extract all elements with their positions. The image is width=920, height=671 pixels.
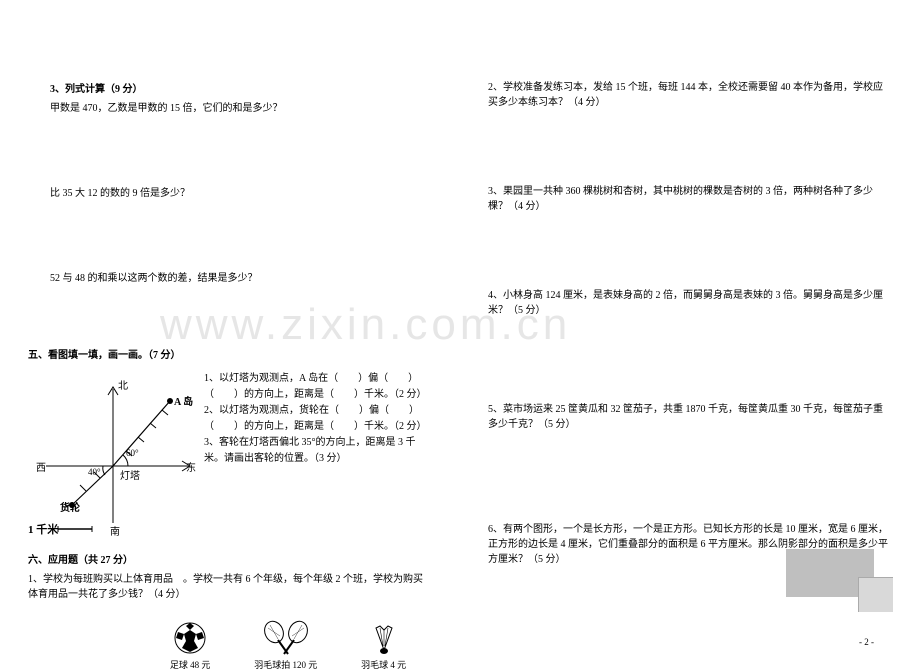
small-rect (858, 577, 893, 612)
label-north: 北 (118, 377, 128, 392)
label-south: 南 (110, 523, 120, 538)
s3-q2: 比 35 大 12 的数的 9 倍是多少？ (50, 186, 432, 201)
left-column: 3、列式计算（9 分） 甲数是 470，乙数是甲数的 15 倍，它们的和是多少？… (0, 0, 460, 651)
s6-q1: 1、学校为每班购买以上体育用品 。学校一共有 6 个年级，每个年级 2 个班，学… (28, 572, 432, 602)
s3-q1: 甲数是 470，乙数是甲数的 15 倍，它们的和是多少？ (50, 101, 432, 116)
s3-q3: 52 与 48 的和乘以这两个数的差，结果是多少？ (50, 271, 432, 286)
racket-label: 羽毛球拍 120 元 (254, 658, 317, 671)
label-cargo: 货轮 (60, 499, 80, 514)
label-a-island: A 岛 (174, 393, 193, 408)
page-container: 3、列式计算（9 分） 甲数是 470，乙数是甲数的 15 倍，它们的和是多少？… (0, 0, 920, 651)
figure-wrapper: 北 南 东 西 A 岛 灯塔 货轮 60° 40° 1 千米 1、以灯塔为观测点… (28, 371, 432, 541)
compass-svg (28, 371, 198, 541)
compass-figure: 北 南 东 西 A 岛 灯塔 货轮 60° 40° 1 千米 (28, 371, 198, 541)
fig-t1: 1、以灯塔为观测点，A 岛在（ ）偏（ ）（ ）的方向上，距离是（ ）千米。（2… (204, 371, 432, 403)
label-lighthouse: 灯塔 (120, 467, 140, 482)
fig-t3: 3、客轮在灯塔西偏北 35°的方向上，距离是 3 千米。请画出客轮的位置。（3 … (204, 435, 432, 467)
figure-text: 1、以灯塔为观测点，A 岛在（ ）偏（ ）（ ）的方向上，距离是（ ）千米。（2… (198, 371, 432, 541)
label-scale: 1 千米 (28, 521, 58, 537)
right-column: 2、学校准备发练习本，发给 15 个班，每班 144 本，全校还需要留 40 本… (460, 0, 920, 651)
football-label: 足球 48 元 (170, 658, 211, 671)
r-q2: 2、学校准备发练习本，发给 15 个班，每班 144 本，全校还需要留 40 本… (488, 80, 892, 110)
section-6-title: 六、应用题（共 27 分） (28, 551, 432, 566)
label-angle1: 60° (126, 448, 139, 458)
sport-racket: 羽毛球拍 120 元 (254, 620, 317, 671)
page-number: - 2 - (859, 637, 874, 647)
sport-shuttle: 羽毛球 4 元 (361, 620, 406, 671)
sport-football: 足球 48 元 (170, 620, 211, 671)
r-q3: 3、果园里一共种 360 棵桃树和杏树，其中桃树的棵数是杏树的 3 倍，两种树各… (488, 184, 892, 214)
fig-t2: 2、以灯塔为观测点，货轮在（ ）偏（ ）（ ）的方向上，距离是（ ）千米。（2 … (204, 403, 432, 435)
overlap-figure (786, 549, 906, 613)
label-angle2: 40° (88, 467, 101, 477)
sports-row: 足球 48 元 羽毛球拍 120 元 (148, 620, 428, 671)
section-3-title: 3、列式计算（9 分） (50, 80, 432, 95)
label-west: 西 (36, 459, 46, 474)
label-east: 东 (186, 459, 196, 474)
r-q4: 4、小林身高 124 厘米，是表妹身高的 2 倍，而舅舅身高是表妹的 3 倍。舅… (488, 288, 892, 318)
section-5-title: 五、看图填一填，画一画。（7 分） (28, 346, 432, 361)
r-q5: 5、菜市场运来 25 筐黄瓜和 32 筐茄子，共重 1870 千克，每筐黄瓜重 … (488, 402, 892, 432)
shuttle-label: 羽毛球 4 元 (361, 658, 406, 671)
